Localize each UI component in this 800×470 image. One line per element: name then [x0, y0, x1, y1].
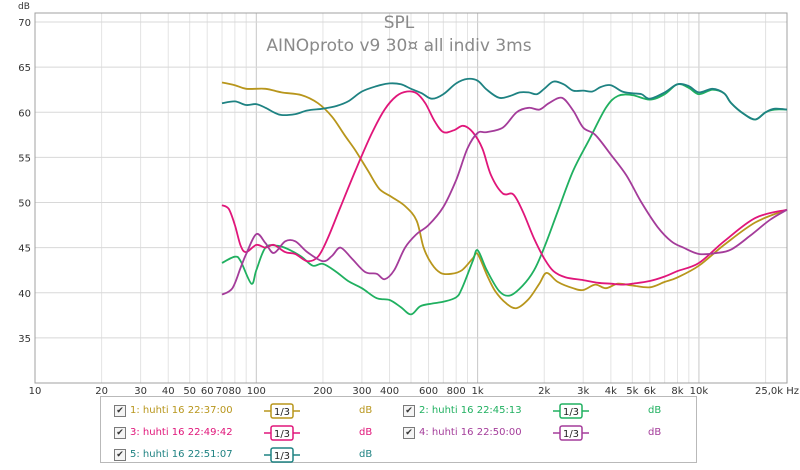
legend-smoothing-label: 1/3: [274, 429, 290, 440]
legend-entry-3: ✔ 3: huhti 16 22:49:42 1/3 dB: [114, 425, 394, 441]
x-tick-label: 6k: [644, 386, 656, 397]
x-tick-label: 70: [216, 386, 229, 397]
y-axis-label: dB: [18, 2, 30, 12]
series-line-1: [221, 81, 788, 310]
y-tick-label: 50: [18, 199, 31, 210]
x-tick-label: 200: [313, 386, 332, 397]
x-tick-label: 80: [228, 386, 241, 397]
x-tick-label: 4k: [605, 386, 617, 397]
legend-series-name: 5: huhti 16 22:51:07: [130, 449, 233, 460]
chart-title: SPL: [384, 13, 415, 33]
legend-unit: dB: [359, 405, 373, 416]
legend-unit: dB: [648, 405, 662, 416]
x-tick-label: 300: [352, 386, 371, 397]
y-tick-label: 65: [18, 63, 31, 74]
legend-checkbox[interactable]: ✔: [114, 405, 126, 417]
legend-checkbox[interactable]: ✔: [403, 427, 415, 439]
legend-smoothing-button[interactable]: 1/3: [553, 425, 589, 441]
x-tick-label: 1k: [472, 386, 484, 397]
legend-smoothing-label: 1/3: [563, 407, 579, 418]
legend-entry-1: ✔ 1: huhti 16 22:37:00 1/3 dB: [114, 403, 394, 419]
y-tick-label: 70: [18, 18, 31, 29]
series-line-2: [221, 83, 788, 316]
legend-series-name: 3: huhti 16 22:49:42: [130, 427, 233, 438]
legend-series-name: 4: huhti 16 22:50:00: [419, 427, 522, 438]
y-tick-labels: 35 40 45 50 55 60 65 70: [18, 18, 31, 345]
series-line-4: [221, 96, 788, 296]
x-tick-label: 5k: [626, 386, 638, 397]
legend-series-name: 1: huhti 16 22:37:00: [130, 405, 233, 416]
legend-smoothing-label: 1/3: [274, 451, 290, 462]
x-tick-label: 8k: [671, 386, 683, 397]
x-tick-label: 10: [29, 386, 42, 397]
legend-checkbox[interactable]: ✔: [114, 427, 126, 439]
x-tick-label: 60: [201, 386, 214, 397]
legend-smoothing-label: 1/3: [563, 429, 579, 440]
y-tick-label: 55: [18, 153, 31, 164]
legend: ✔ 1: huhti 16 22:37:00 1/3 dB ✔ 2: huhti 16 2…: [100, 396, 697, 463]
x-tick-label: 100: [247, 386, 266, 397]
legend-entry-5: ✔ 5: huhti 16 22:51:07 1/3 dB: [114, 447, 394, 463]
y-tick-label: 40: [18, 289, 31, 300]
grid: [34, 13, 787, 383]
legend-smoothing-label: 1/3: [274, 407, 290, 418]
y-tick-label: 35: [18, 334, 31, 345]
series-lines: [221, 77, 788, 316]
legend-series-name: 2: huhti 16 22:45:13: [419, 405, 522, 416]
legend-unit: dB: [359, 427, 373, 438]
legend-unit: dB: [359, 449, 373, 460]
x-tick-label: 25,0k Hz: [755, 386, 799, 397]
x-tick-label: 800: [447, 386, 466, 397]
x-tick-label: 50: [183, 386, 196, 397]
x-tick-label: 400: [380, 386, 399, 397]
legend-unit: dB: [648, 427, 662, 438]
legend-smoothing-button[interactable]: 1/3: [264, 403, 300, 419]
x-tick-label: 20: [95, 386, 108, 397]
y-tick-label: 45: [18, 244, 31, 255]
x-tick-label: 10k: [690, 386, 709, 397]
chart-subtitle: AINOproto v9 30¤ all indiv 3ms: [266, 36, 531, 56]
y-tick-label: 60: [18, 108, 31, 119]
plot-frame: [34, 12, 788, 384]
legend-checkbox[interactable]: ✔: [403, 405, 415, 417]
legend-smoothing-button[interactable]: 1/3: [264, 425, 300, 441]
x-tick-labels: 10 20 30 40 50 60 70 80 100 200 300 400 600 800 1k 2k 3k…: [29, 386, 799, 397]
x-tick-label: 600: [419, 386, 438, 397]
x-tick-label: 30: [134, 386, 147, 397]
legend-checkbox[interactable]: ✔: [114, 449, 126, 461]
x-tick-label: 40: [162, 386, 175, 397]
legend-entry-2: ✔ 2: huhti 16 22:45:13 1/3 dB: [403, 403, 683, 419]
x-tick-label: 3k: [577, 386, 589, 397]
series-line-3: [221, 90, 788, 286]
x-tick-label: 2k: [538, 386, 550, 397]
series-line-5: [221, 77, 788, 121]
legend-smoothing-button[interactable]: 1/3: [553, 403, 589, 419]
legend-smoothing-button[interactable]: 1/3: [264, 447, 300, 463]
legend-entry-4: ✔ 4: huhti 16 22:50:00 1/3 dB: [403, 425, 683, 441]
